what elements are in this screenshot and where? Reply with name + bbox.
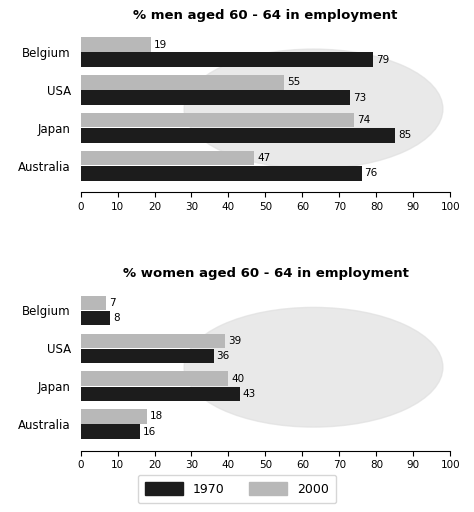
Bar xyxy=(81,387,239,401)
Title: % men aged 60 - 64 in employment: % men aged 60 - 64 in employment xyxy=(133,9,398,22)
Bar xyxy=(81,371,228,386)
Bar xyxy=(81,113,354,127)
Bar xyxy=(81,90,350,105)
Bar xyxy=(81,333,225,348)
Bar xyxy=(81,128,395,143)
Legend: 1970, 2000: 1970, 2000 xyxy=(137,475,337,503)
Bar xyxy=(81,424,140,439)
Ellipse shape xyxy=(184,307,443,427)
Text: 40: 40 xyxy=(231,374,245,383)
Text: 76: 76 xyxy=(365,168,378,178)
Bar xyxy=(81,75,284,90)
Text: 47: 47 xyxy=(257,153,271,163)
Text: 8: 8 xyxy=(113,313,120,323)
Text: 18: 18 xyxy=(150,412,164,421)
Ellipse shape xyxy=(184,49,443,169)
Text: 19: 19 xyxy=(154,39,167,50)
Bar xyxy=(81,295,107,310)
Text: 7: 7 xyxy=(109,298,116,308)
Text: 39: 39 xyxy=(228,336,241,346)
Text: 55: 55 xyxy=(287,77,300,88)
Text: 43: 43 xyxy=(243,389,256,399)
Title: % women aged 60 - 64 in employment: % women aged 60 - 64 in employment xyxy=(122,267,409,280)
Bar xyxy=(81,53,373,67)
Text: 74: 74 xyxy=(357,115,370,125)
Bar xyxy=(81,349,214,363)
Bar xyxy=(81,409,147,423)
Bar xyxy=(81,151,255,165)
Text: 36: 36 xyxy=(217,351,230,361)
Text: 73: 73 xyxy=(354,93,367,102)
Text: 16: 16 xyxy=(143,426,156,437)
Text: 85: 85 xyxy=(398,131,411,140)
Bar xyxy=(81,166,362,181)
Text: 79: 79 xyxy=(375,55,389,65)
Bar xyxy=(81,311,110,325)
Bar xyxy=(81,37,151,52)
